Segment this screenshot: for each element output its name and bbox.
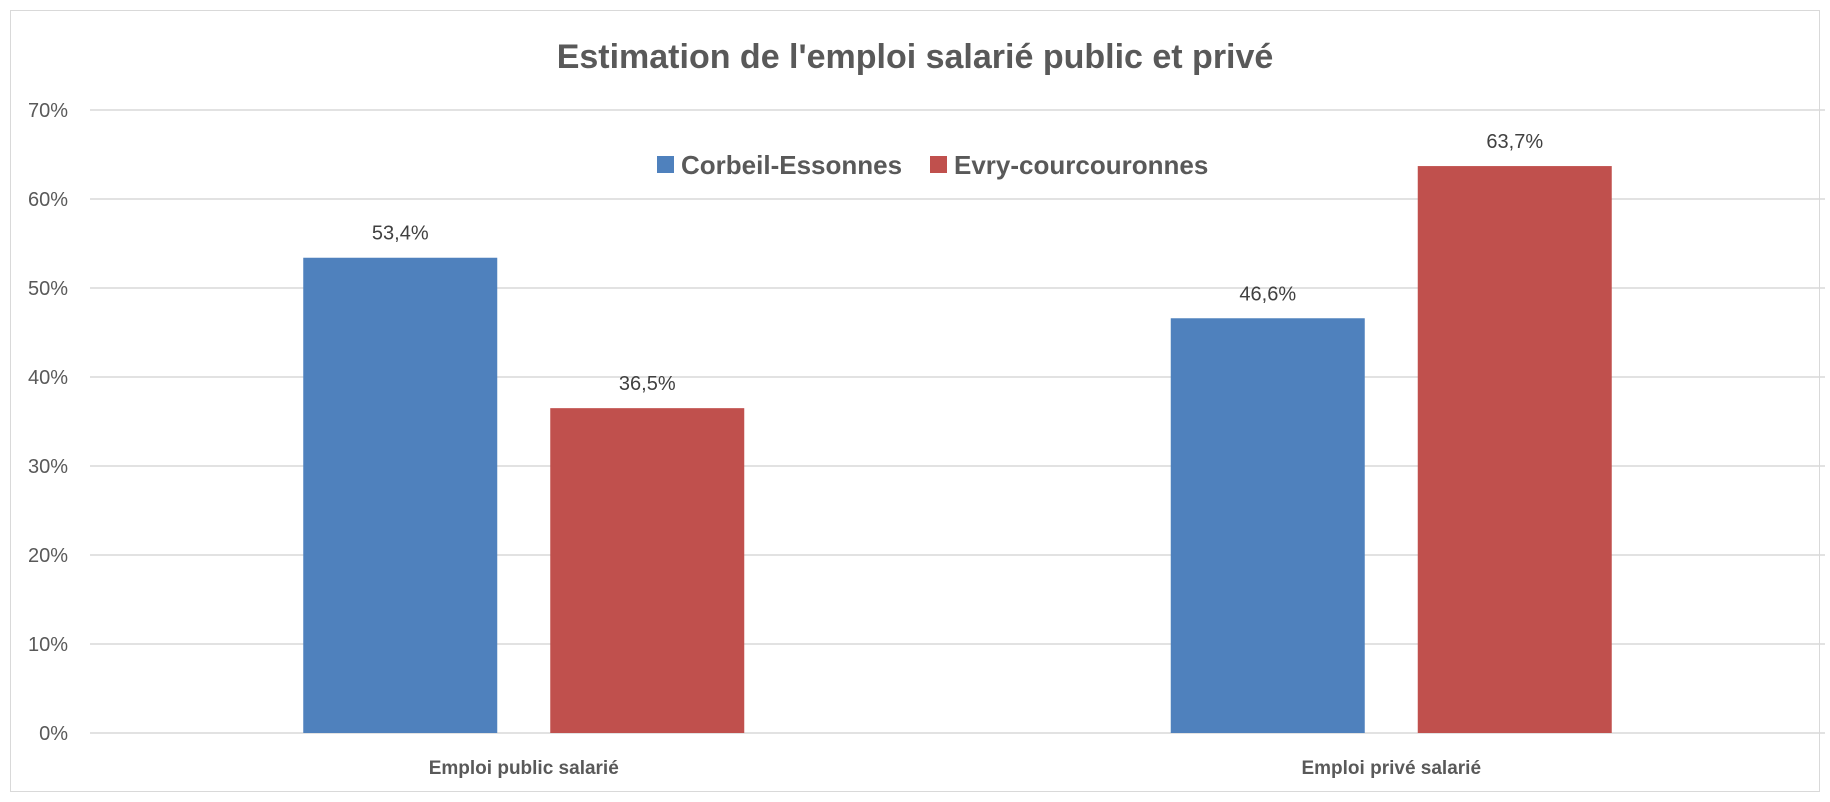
data-label: 46,6% [1239, 283, 1296, 305]
y-tick-label: 60% [28, 189, 68, 211]
x-category-label: Emploi public salarié [429, 758, 619, 779]
legend-label: Corbeil-Essonnes [681, 150, 902, 180]
data-labels: 53,4% 36,5% 46,6% 63,7% [372, 131, 1543, 395]
x-category-label: Emploi privé salarié [1301, 758, 1481, 779]
legend-swatch [657, 156, 674, 173]
data-label: 36,5% [619, 373, 676, 395]
bar [303, 257, 498, 733]
legend-swatch [930, 156, 947, 173]
bars [303, 166, 1612, 733]
y-tick-label: 70% [28, 100, 68, 122]
y-tick-label: 30% [28, 456, 68, 478]
data-label: 63,7% [1486, 131, 1543, 153]
bar [1417, 166, 1612, 733]
bar [550, 408, 745, 733]
y-axis-ticks: 0% 10% 20% 30% 40% 50% 60% 70% [28, 100, 68, 745]
chart-title: Estimation de l'emploi salarié public et… [557, 38, 1274, 76]
bar [1170, 318, 1365, 733]
y-tick-label: 40% [28, 367, 68, 389]
y-tick-label: 10% [28, 634, 68, 656]
legend: Corbeil-Essonnes Evry-courcouronnes [657, 150, 1208, 180]
legend-label: Evry-courcouronnes [954, 150, 1208, 180]
y-tick-label: 0% [39, 723, 68, 745]
data-label: 53,4% [372, 223, 429, 245]
y-tick-label: 50% [28, 278, 68, 300]
y-tick-label: 20% [28, 545, 68, 567]
x-axis-categories: Emploi public salarié Emploi privé salari… [429, 758, 1481, 779]
